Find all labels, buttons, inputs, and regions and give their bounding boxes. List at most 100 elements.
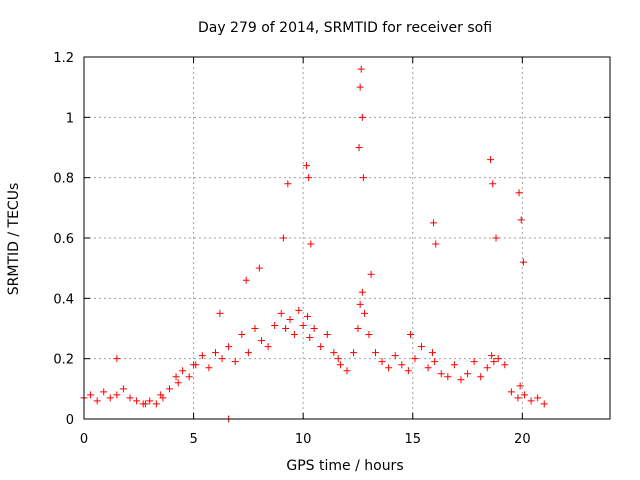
data-point bbox=[190, 361, 198, 369]
data-point bbox=[477, 373, 485, 381]
data-point bbox=[391, 352, 399, 360]
data-point bbox=[450, 361, 458, 369]
data-point bbox=[404, 367, 412, 375]
data-point bbox=[323, 331, 331, 339]
y-tick-label: 0.8 bbox=[53, 172, 74, 187]
data-point bbox=[488, 352, 496, 360]
x-tick-label: 20 bbox=[514, 432, 531, 447]
data-point bbox=[157, 391, 165, 399]
data-point bbox=[350, 349, 358, 357]
data-point bbox=[521, 391, 529, 399]
data-point bbox=[113, 391, 121, 399]
data-point bbox=[358, 113, 366, 121]
data-point bbox=[218, 355, 226, 363]
chart-title: Day 279 of 2014, SRMTID for receiver sof… bbox=[198, 20, 492, 36]
data-point bbox=[330, 349, 338, 357]
data-point bbox=[398, 361, 406, 369]
data-point bbox=[411, 355, 419, 363]
data-point bbox=[205, 364, 213, 372]
data-point bbox=[113, 355, 121, 363]
x-tick-label: 15 bbox=[404, 432, 421, 447]
data-point bbox=[365, 331, 373, 339]
data-point bbox=[385, 364, 393, 372]
data-point bbox=[93, 397, 101, 405]
data-point bbox=[457, 376, 465, 384]
data-point bbox=[284, 180, 292, 188]
data-point bbox=[430, 219, 438, 227]
y-tick-label: 0 bbox=[66, 413, 74, 428]
data-point bbox=[305, 174, 313, 182]
x-axis-title: GPS time / hours bbox=[286, 458, 403, 474]
data-point bbox=[355, 144, 363, 151]
data-point bbox=[216, 309, 224, 317]
data-point bbox=[378, 358, 386, 366]
y-tick-label: 0.6 bbox=[53, 232, 74, 247]
data-point bbox=[483, 364, 491, 372]
data-point bbox=[106, 394, 114, 402]
data-point bbox=[258, 337, 266, 345]
data-point bbox=[444, 373, 452, 381]
data-point bbox=[100, 388, 108, 396]
data-point bbox=[470, 358, 478, 366]
y-tick-label: 0.4 bbox=[53, 292, 74, 307]
data-point bbox=[464, 370, 472, 378]
data-point bbox=[357, 65, 365, 73]
data-point bbox=[251, 325, 259, 332]
data-point bbox=[133, 397, 141, 405]
data-point bbox=[299, 321, 307, 329]
data-point bbox=[302, 162, 310, 170]
data-point bbox=[487, 156, 495, 164]
y-tick-label: 0.2 bbox=[53, 353, 74, 368]
data-point bbox=[290, 331, 298, 339]
data-point bbox=[527, 397, 535, 405]
data-point bbox=[431, 358, 439, 366]
tick-labels: 0 0.2 0.4 0.6 0.8 1 1.2 0 5 10 15 20 bbox=[53, 51, 530, 447]
data-point bbox=[437, 370, 445, 378]
x-tick-label: 5 bbox=[189, 432, 197, 447]
data-point bbox=[358, 288, 366, 296]
plot-frame bbox=[83, 56, 611, 420]
data-point bbox=[356, 83, 364, 91]
data-point bbox=[286, 315, 294, 323]
data-point bbox=[238, 331, 246, 339]
data-point bbox=[306, 334, 314, 342]
data-point bbox=[271, 321, 279, 329]
data-point bbox=[225, 343, 233, 351]
data-point bbox=[304, 312, 312, 320]
data-point bbox=[492, 234, 500, 242]
data-point bbox=[307, 240, 315, 248]
data-point bbox=[277, 309, 285, 317]
data-point bbox=[354, 325, 362, 332]
data-point bbox=[212, 349, 219, 357]
data-point bbox=[141, 400, 149, 408]
data-point bbox=[501, 361, 509, 369]
y-tick-label: 1 bbox=[66, 111, 74, 126]
data-point bbox=[534, 394, 542, 402]
data-point bbox=[264, 343, 272, 351]
data-point bbox=[424, 364, 432, 372]
data-point bbox=[359, 174, 367, 182]
data-point bbox=[540, 400, 548, 408]
data-point bbox=[255, 264, 263, 272]
data-point bbox=[361, 309, 369, 317]
data-point bbox=[489, 180, 497, 188]
data-point bbox=[371, 349, 379, 357]
data-point bbox=[87, 391, 95, 399]
data-point bbox=[231, 358, 239, 366]
y-axis-title: SRMTID / TECUs bbox=[6, 183, 22, 296]
x-tick-label: 10 bbox=[295, 432, 312, 447]
data-points bbox=[80, 65, 548, 423]
data-point bbox=[179, 367, 187, 375]
data-point bbox=[334, 355, 342, 363]
data-point bbox=[343, 367, 351, 375]
data-point bbox=[515, 189, 523, 197]
grid-lines bbox=[84, 57, 610, 419]
data-point bbox=[428, 349, 436, 357]
data-point bbox=[507, 388, 515, 396]
data-point bbox=[519, 258, 527, 266]
data-point bbox=[185, 373, 193, 381]
data-point bbox=[146, 397, 154, 405]
data-point bbox=[172, 373, 180, 381]
data-point bbox=[336, 361, 344, 369]
